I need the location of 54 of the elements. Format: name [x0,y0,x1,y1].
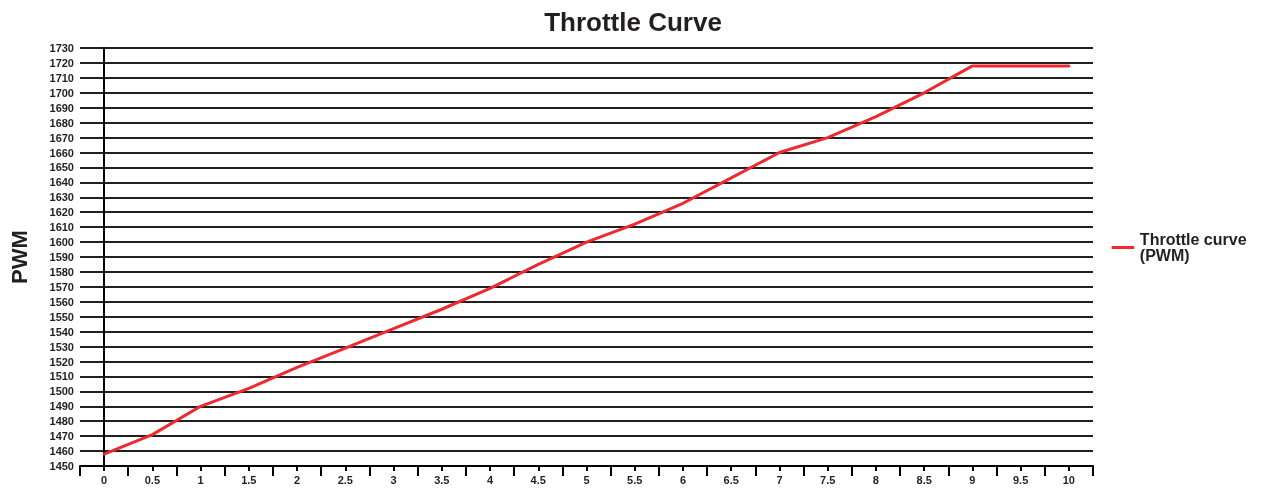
y-tick-label: 1710 [49,71,74,84]
x-tick-label: 4.5 [530,473,546,486]
x-tick-label: 0 [101,473,108,486]
x-tick-label: 0.5 [144,473,161,486]
x-tick-label: 9.5 [1012,473,1029,486]
y-tick-label: 1450 [49,460,74,472]
x-tick-label: 9 [969,473,976,486]
y-tick-label: 1460 [49,445,74,458]
x-tick-label: 8 [872,473,879,486]
y-tick-label: 1490 [49,400,74,413]
y-tick-label: 1630 [49,191,74,204]
x-tick-label: 1.5 [241,473,257,486]
legend-label: Throttle curve (PWM) [1139,231,1252,264]
x-tick-label: 3.5 [434,473,450,486]
x-tick-label: 6.5 [723,473,739,486]
y-tick-label: 1550 [49,310,74,323]
y-tick-label: 1620 [49,206,74,219]
x-tick-label: 3 [390,473,397,486]
y-tick-label: 1580 [49,265,74,278]
y-tick-label: 1500 [49,385,74,398]
y-tick-label: 1570 [49,280,74,293]
y-tick-label: 1640 [49,176,74,189]
y-tick-label: 1520 [49,355,74,368]
y-axis-title: PWM [6,230,32,284]
y-tick-label: 1610 [49,221,74,234]
x-tick-label: 1 [197,473,204,486]
y-tick-label: 1700 [49,86,74,99]
x-tick-label: 5 [583,473,590,486]
y-tick-label: 1470 [49,430,74,443]
x-tick-label: 2 [294,473,301,486]
y-tick-label: 1650 [49,161,74,174]
y-tick-label: 1530 [49,340,74,353]
y-tick-label: 1590 [49,251,74,263]
x-tick-label: 5.5 [627,473,643,486]
x-tick-label: 6 [679,473,687,486]
y-tick-label: 1600 [49,236,74,249]
y-tick-label: 1730 [49,42,74,54]
y-tick-label: 1680 [49,116,74,129]
y-tick-label: 1690 [49,101,74,114]
x-tick-label: 10 [1062,473,1076,486]
y-tick-label: 1660 [49,146,74,159]
x-tick-label: 7 [776,473,783,486]
y-tick-label: 1480 [49,415,74,428]
x-tick-label: 2.5 [337,473,353,486]
y-tick-label: 1670 [49,131,74,144]
x-tick-label: 4 [486,473,494,486]
y-tick-label: 1510 [49,370,74,383]
line-series [102,64,1071,456]
chart-title: Throttle Curve [544,7,722,37]
x-tick-label: 8.5 [916,473,932,486]
x-tick-label: 7.5 [820,473,836,486]
y-tick-label: 1540 [49,325,74,338]
y-tick-label: 1560 [49,295,74,308]
y-tick-label: 1720 [49,56,74,69]
